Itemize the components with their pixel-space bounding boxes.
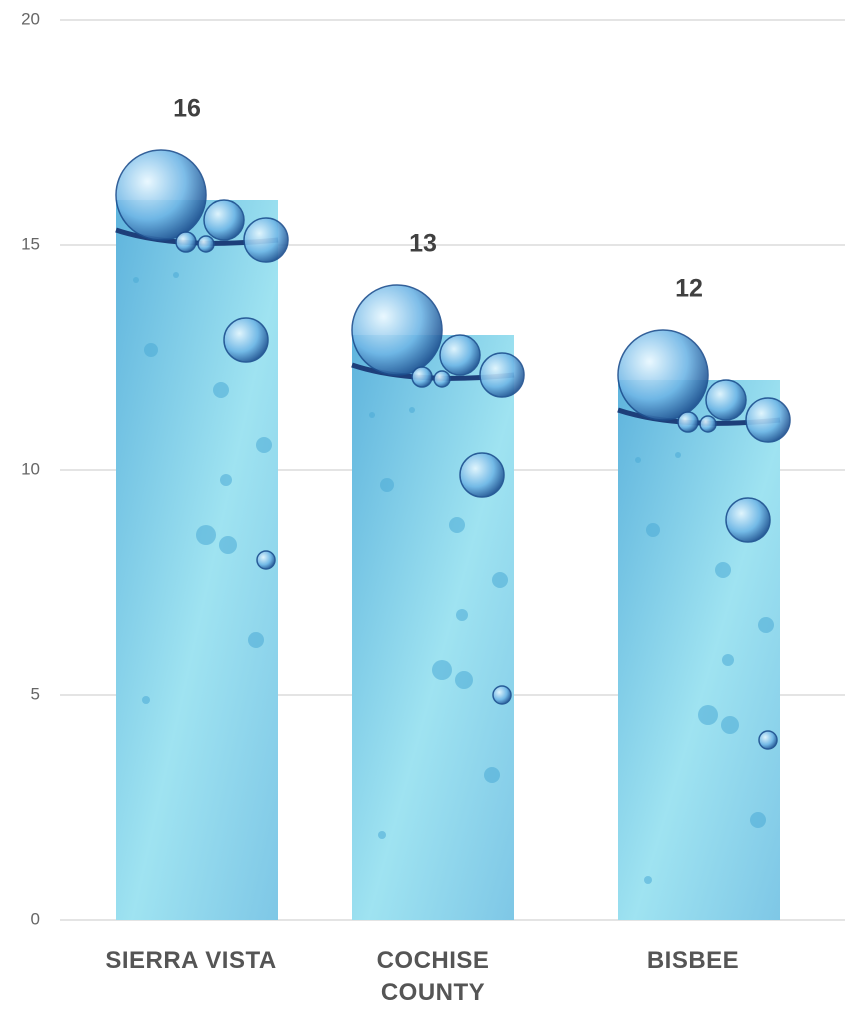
bubble: [699, 415, 717, 433]
bubble: [378, 831, 386, 839]
bubble: [380, 478, 394, 492]
bubble: [745, 397, 791, 443]
bubble: [115, 149, 207, 241]
bubble: [256, 437, 272, 453]
data-label: 12: [675, 275, 703, 303]
bubble: [213, 382, 229, 398]
x-tick-label: SIERRA VISTA: [105, 947, 277, 974]
bubble: [617, 329, 709, 421]
bubble: [173, 272, 179, 278]
bubble: [433, 370, 451, 388]
bubble: [369, 412, 375, 418]
bubble: [484, 767, 500, 783]
bubble: [459, 452, 505, 498]
x-tick-label: COCHISE COUNTY: [376, 947, 490, 1006]
bubble: [197, 235, 215, 253]
bubble: [432, 660, 452, 680]
bubble: [439, 334, 481, 376]
bubble: [646, 523, 660, 537]
bubble-decoration: [351, 284, 525, 839]
bubble: [722, 654, 734, 666]
y-tick-label: 10: [21, 459, 40, 478]
bar: [618, 380, 780, 920]
bubble: [758, 617, 774, 633]
bubble: [456, 609, 468, 621]
bubble: [725, 497, 771, 543]
bubble: [220, 474, 232, 486]
bubble: [721, 716, 739, 734]
bubble: [248, 632, 264, 648]
bubble: [479, 352, 525, 398]
bubble: [133, 277, 139, 283]
y-tick-label: 5: [31, 684, 40, 703]
bubble: [750, 812, 766, 828]
y-tick-label: 20: [21, 9, 40, 28]
bubble: [144, 343, 158, 357]
bubble: [698, 705, 718, 725]
bubble: [705, 379, 747, 421]
bubble: [758, 730, 778, 750]
bubble: [203, 199, 245, 241]
bubble: [644, 876, 652, 884]
x-tick-label: BISBEE: [646, 947, 740, 974]
bubble: [675, 452, 681, 458]
bubble: [411, 366, 433, 388]
data-label: 16: [173, 95, 201, 123]
bubble: [409, 407, 415, 413]
bubble: [635, 457, 641, 463]
bar: [116, 200, 278, 920]
bar: [352, 335, 514, 920]
bubble: [351, 284, 443, 376]
bubble: [455, 671, 473, 689]
bubble-decoration: [617, 329, 791, 884]
y-tick-label: 0: [31, 909, 40, 928]
bubble: [715, 562, 731, 578]
bubble-decoration: [115, 149, 289, 704]
bubble: [492, 685, 512, 705]
bubble: [243, 217, 289, 263]
bubble: [677, 411, 699, 433]
bubble: [449, 517, 465, 533]
data-label: 13: [409, 230, 437, 258]
bubble: [256, 550, 276, 570]
bubble: [492, 572, 508, 588]
y-tick-label: 15: [21, 234, 40, 253]
bubble: [175, 231, 197, 253]
bubble: [196, 525, 216, 545]
bubble: [142, 696, 150, 704]
bubble: [219, 536, 237, 554]
bubble: [223, 317, 269, 363]
